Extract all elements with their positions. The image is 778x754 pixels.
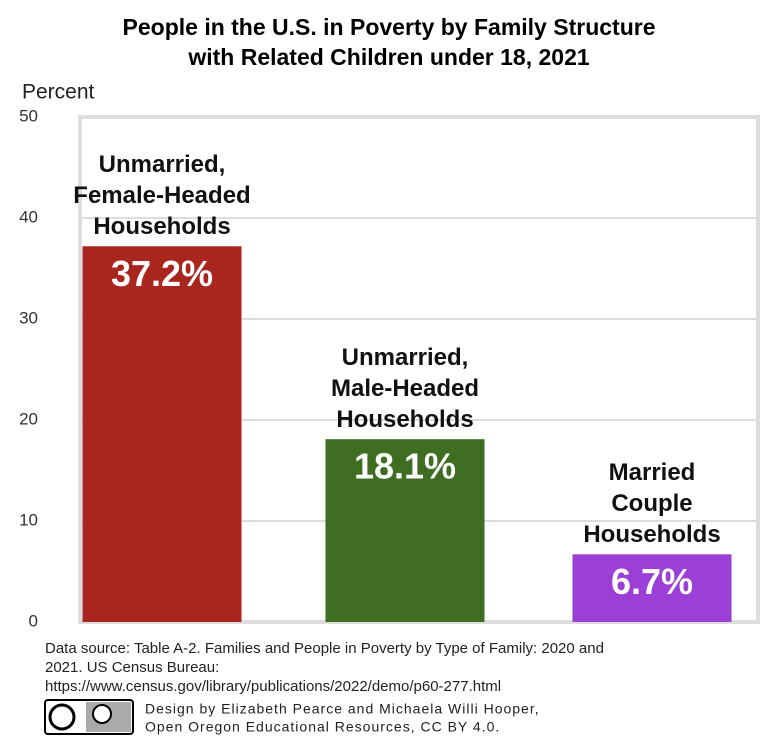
chart-title: with Related Children under 18, 2021 xyxy=(187,44,590,70)
source-text: Data source: Table A-2. Families and Peo… xyxy=(45,640,604,657)
y-axis-label: Percent xyxy=(22,81,95,104)
value-label: 18.1% xyxy=(354,446,456,487)
bar xyxy=(325,439,485,622)
chart-title: People in the U.S. in Poverty by Family … xyxy=(123,14,656,40)
source-text: https://www.census.gov/library/publicati… xyxy=(45,678,501,695)
source-text: 2021. US Census Bureau: xyxy=(45,659,219,676)
category-label: Married Couple Households xyxy=(583,459,721,549)
category-label: Unmarried, Male-Headed Households xyxy=(330,344,480,434)
bar xyxy=(82,246,242,622)
cc-icon xyxy=(44,699,134,735)
category-label: Unmarried, Female-Headed Households xyxy=(73,151,251,241)
y-tick-label: 40 xyxy=(19,207,38,226)
y-tick-label: 20 xyxy=(19,409,38,428)
y-tick-label: 0 xyxy=(29,611,38,630)
value-label: 6.7% xyxy=(611,561,693,602)
y-tick-label: 30 xyxy=(19,308,38,327)
credit-text: Design by Elizabeth Pearce and Michaela … xyxy=(145,701,540,717)
y-tick-label: 50 xyxy=(19,106,38,125)
bar xyxy=(572,554,732,622)
value-label: 37.2% xyxy=(111,253,213,294)
credit-text: Open Oregon Educational Resources, CC BY… xyxy=(145,719,500,735)
y-tick-label: 10 xyxy=(19,510,38,529)
